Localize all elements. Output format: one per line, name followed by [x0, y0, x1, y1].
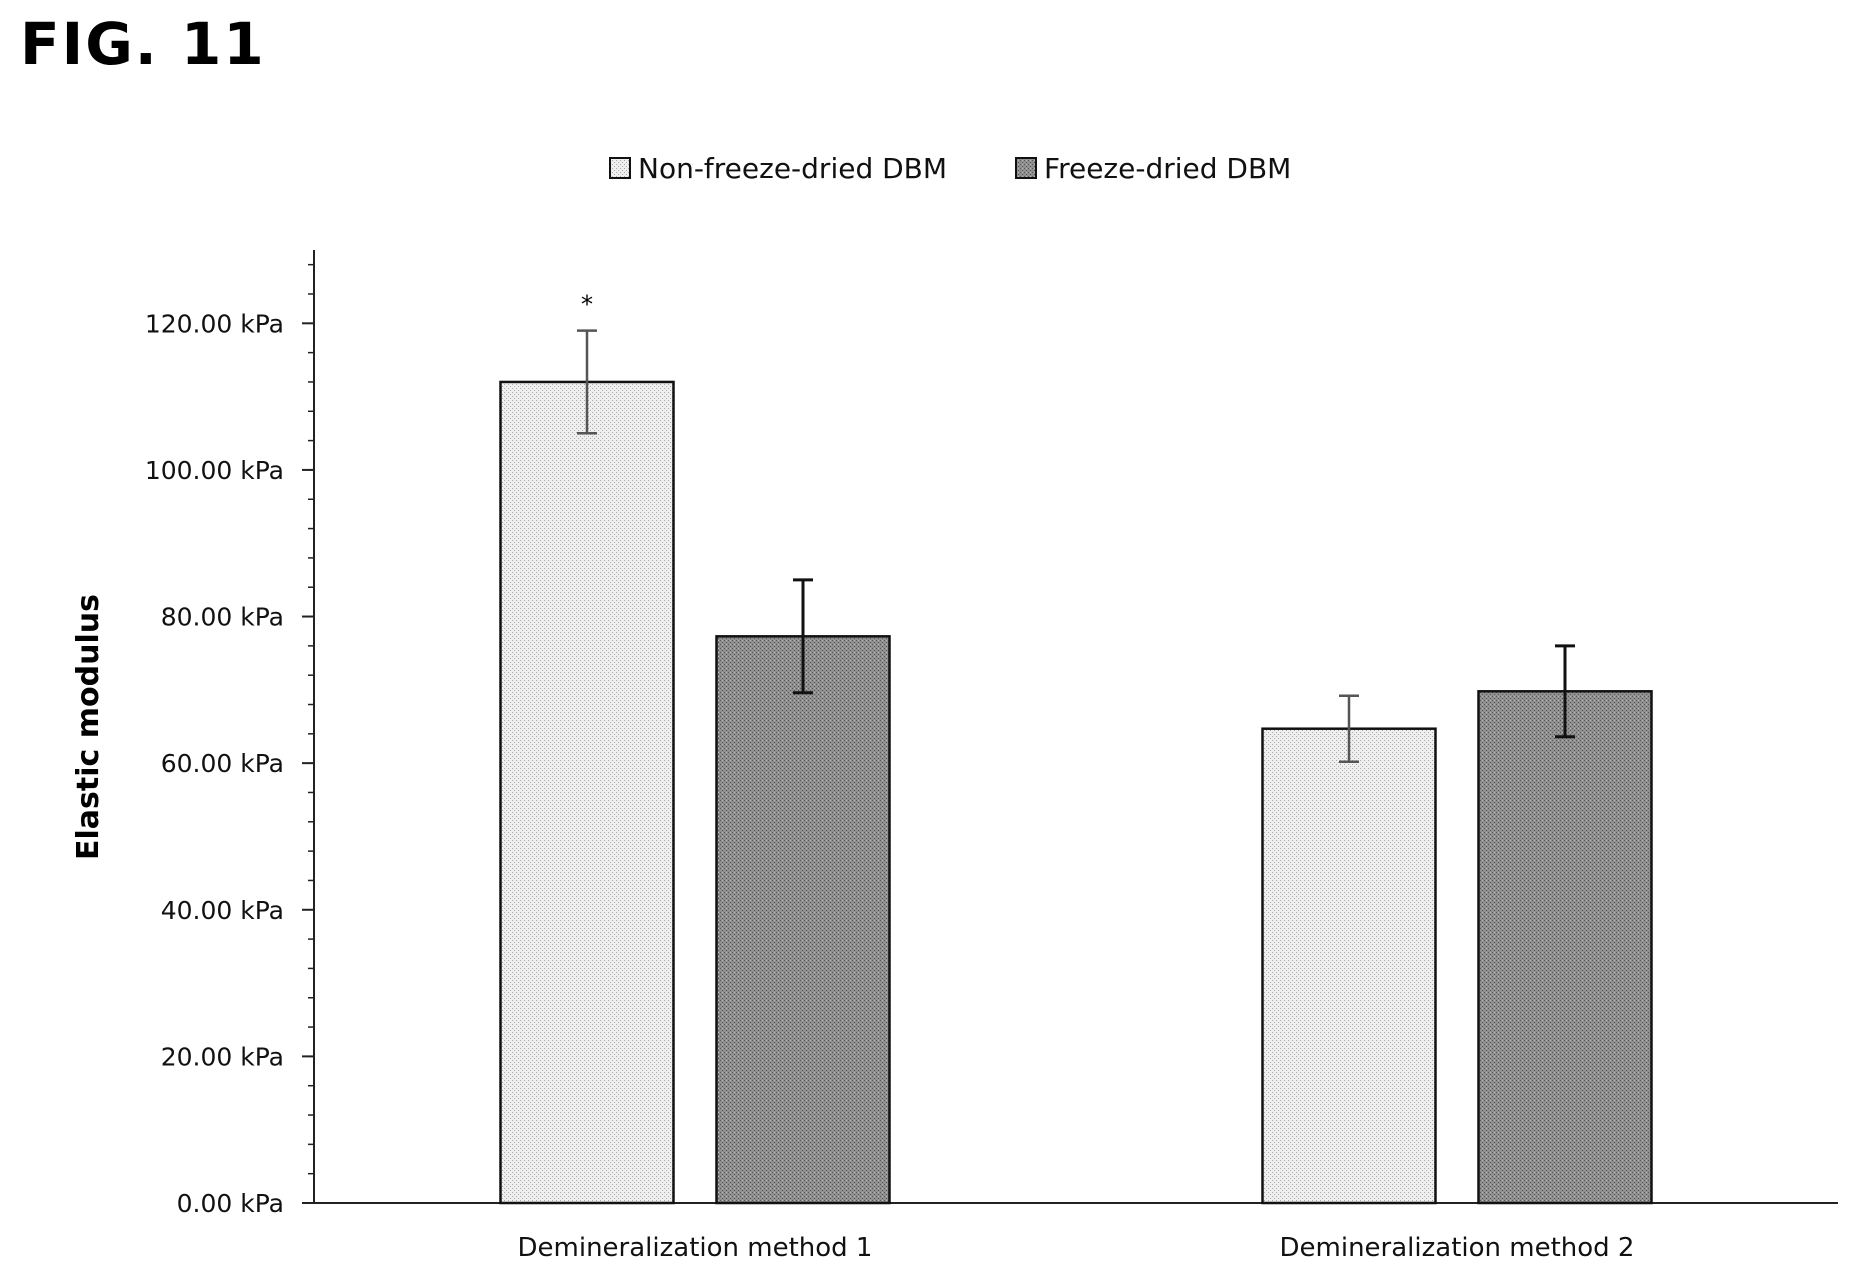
- x-category-label: Demineralization method 1: [518, 1233, 873, 1263]
- error-bars: [577, 329, 1575, 763]
- x-axis: Demineralization method 1 Demineralizatio…: [314, 1202, 1838, 1263]
- x-category-label: Demineralization method 2: [1280, 1233, 1635, 1263]
- y-axis: 0.00 kPa 20.00 kPa 40.00 kPa 60.00 kPa 80.00…: [71, 250, 315, 1218]
- figure-label: FIG. 11: [20, 10, 266, 78]
- bar-freeze-dried-1: [715, 635, 891, 1205]
- legend-label: Freeze-dried DBM: [1044, 152, 1291, 185]
- y-tick-label: 60.00 kPa: [161, 749, 284, 778]
- y-tick-label: 80.00 kPa: [161, 603, 284, 632]
- y-axis-title: Elastic modulus: [71, 594, 106, 860]
- bars: [499, 380, 1653, 1205]
- bar-freeze-dried-2: [1477, 690, 1653, 1205]
- y-tick-label: 0.00 kPa: [177, 1189, 284, 1218]
- legend: Non-freeze-dried DBM Freeze-dried DBM: [609, 152, 1291, 185]
- bar-non-freeze-dried-1: [499, 380, 675, 1205]
- legend-label: Non-freeze-dried DBM: [638, 152, 947, 185]
- y-tick-label: 40.00 kPa: [161, 896, 284, 925]
- bar-non-freeze-dried-2: [1261, 727, 1437, 1205]
- y-tick-label: 120.00 kPa: [145, 309, 284, 338]
- legend-swatch-freeze-dried: [1015, 157, 1037, 179]
- legend-swatch-non-freeze-dried: [609, 157, 631, 179]
- y-tick-label: 100.00 kPa: [145, 456, 284, 485]
- annotations: *: [581, 291, 593, 319]
- y-tick-label: 20.00 kPa: [161, 1042, 284, 1071]
- significance-marker: *: [581, 291, 593, 319]
